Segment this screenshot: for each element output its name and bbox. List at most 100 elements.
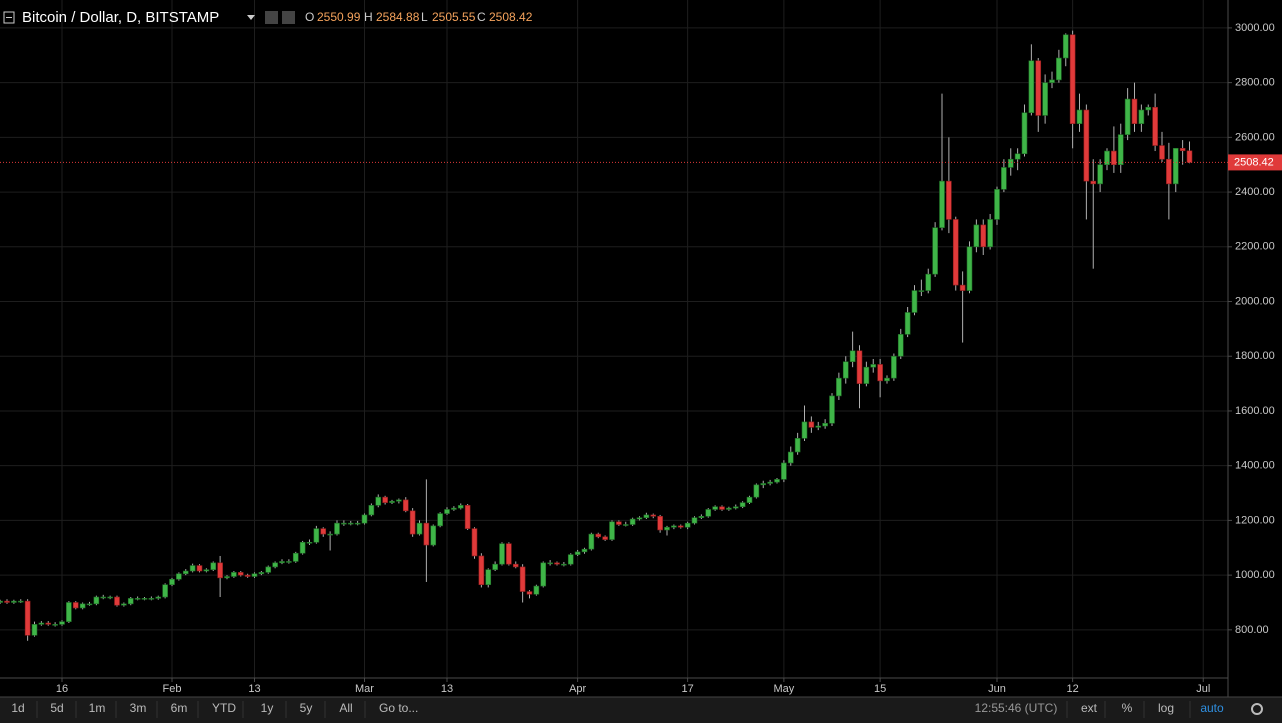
symbol-dropdown[interactable] (247, 15, 255, 20)
candle-body (829, 395, 835, 424)
candle-body (1083, 109, 1090, 182)
ohlc-label: H (364, 10, 373, 24)
range-button[interactable]: All (339, 701, 352, 715)
y-tick-label: 2600.00 (1235, 131, 1275, 143)
candle-body (506, 543, 512, 565)
candle-body (1179, 147, 1186, 152)
candle-body (787, 451, 794, 464)
candle-body (320, 528, 327, 535)
eye-icon[interactable] (265, 11, 278, 24)
clock: 12:55:46 (UTC) (975, 701, 1058, 715)
range-button[interactable]: 1m (89, 701, 106, 715)
x-tick-label: 15 (874, 683, 886, 695)
candle-body (746, 496, 753, 503)
option-button[interactable]: log (1158, 701, 1174, 715)
range-button[interactable]: YTD (212, 701, 236, 715)
range-button[interactable]: 3m (130, 701, 147, 715)
candle-body (657, 515, 663, 531)
x-tick-label: 17 (682, 683, 694, 695)
candle-body (1097, 164, 1103, 185)
range-button[interactable]: 1d (11, 701, 24, 715)
candle-body (1111, 150, 1117, 166)
candle-body (739, 502, 746, 508)
candle-body (629, 518, 636, 525)
y-tick-label: 800.00 (1235, 624, 1269, 636)
candle-body (45, 622, 52, 625)
candle-body (588, 533, 595, 550)
range-button[interactable]: 1y (261, 701, 274, 715)
candle-body (141, 598, 148, 600)
candle-body (918, 290, 925, 292)
goto-button[interactable]: Go to... (379, 701, 418, 715)
settings-icon[interactable] (282, 11, 295, 24)
x-tick-label: Feb (163, 683, 182, 695)
candle-body (1001, 167, 1007, 190)
candle-body (72, 602, 79, 609)
candle-body (306, 541, 313, 544)
y-tick-label: 2800.00 (1235, 77, 1275, 89)
y-tick-label: 1000.00 (1235, 569, 1275, 581)
candle-body (127, 598, 134, 605)
candle-body (134, 598, 141, 600)
candle-body (836, 377, 842, 397)
toolbar-items: 1d 5d 1m 3m 6m YTD 1y 5y All Go to... 12:55:46 (UT… (11, 701, 1263, 718)
candle-body (691, 517, 698, 524)
option-button[interactable]: ext (1081, 701, 1098, 715)
range-button[interactable]: 6m (171, 701, 188, 715)
candle-body (602, 536, 608, 540)
candles (0, 30, 1193, 641)
candle-body (932, 227, 938, 275)
candle-body (677, 525, 684, 528)
candle-body (1138, 109, 1145, 124)
candle-body (0, 600, 3, 603)
candle-body (93, 596, 100, 605)
candle-body (182, 570, 189, 575)
last-price-box (1228, 154, 1282, 171)
candle-body (437, 513, 443, 527)
last-price-label: 2508.42 (1234, 156, 1274, 168)
candle-body (361, 514, 368, 524)
candle-body (705, 509, 712, 517)
candle-body (4, 600, 10, 603)
candle-body (863, 366, 870, 384)
candle-body (801, 421, 808, 439)
candle-body (196, 565, 203, 572)
candle-body (396, 499, 402, 502)
option-button[interactable]: % (1122, 701, 1133, 715)
y-tick-label: 1600.00 (1235, 405, 1275, 417)
x-tick-label: 12 (1067, 683, 1079, 695)
candle-body (519, 566, 526, 592)
candle-body (471, 528, 478, 557)
candle-body (842, 361, 849, 379)
collapse-icon[interactable] (3, 11, 15, 24)
candle-body (107, 596, 113, 599)
candle-body (272, 562, 278, 568)
candle-body (884, 377, 890, 382)
candle-body (698, 515, 705, 518)
candle-body (760, 483, 767, 486)
symbol-title[interactable]: Bitcoin / Dollar, D, BITSTAMP (22, 9, 219, 26)
candle-body (1145, 106, 1152, 111)
candle-body (533, 585, 540, 595)
range-button[interactable]: 5y (300, 701, 313, 715)
candle-body (574, 551, 581, 555)
y-tick-label: 2000.00 (1235, 295, 1275, 307)
range-button[interactable]: 5d (50, 701, 63, 715)
candle-body (1104, 150, 1110, 166)
candle-body (595, 533, 602, 538)
candle-body (1021, 112, 1028, 155)
candle-body (1062, 34, 1069, 59)
ohlc-value: 2508.42 (489, 10, 533, 24)
candle-body (664, 526, 670, 531)
candle-body (980, 224, 987, 248)
x-tick-label: Jul (1196, 683, 1210, 695)
settings-gear[interactable] (1251, 703, 1263, 715)
x-tick-label: 16 (56, 683, 68, 695)
ohlc-label: C (477, 10, 486, 24)
option-button[interactable]: auto (1200, 701, 1224, 715)
candle-body (1117, 134, 1124, 166)
candle-body (451, 507, 457, 510)
candle-body (712, 506, 718, 510)
toolbar (0, 697, 1282, 723)
